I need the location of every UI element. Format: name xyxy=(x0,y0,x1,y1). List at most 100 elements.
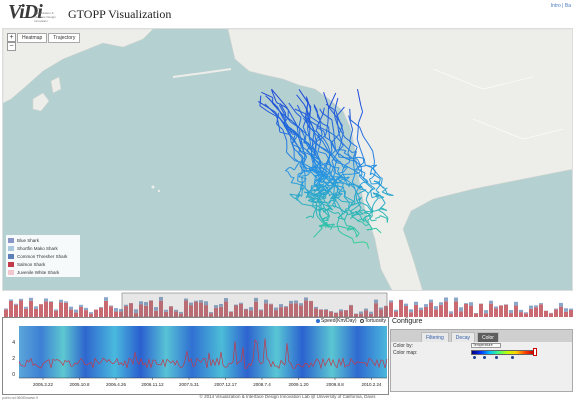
trajectory-segment xyxy=(307,109,312,117)
timeline-canvas[interactable] xyxy=(2,291,573,318)
trajectory-segment xyxy=(323,92,329,107)
timeline-bar-secondary xyxy=(514,301,518,306)
speed-toggle[interactable]: Speed(Km/Day) xyxy=(316,318,357,324)
x-tick-label: 2005.10.8 xyxy=(69,382,90,387)
color-stop-handle[interactable] xyxy=(483,356,486,359)
timeline-bar xyxy=(309,301,313,317)
trajectory-segment xyxy=(357,165,367,168)
trajectory-segment xyxy=(337,171,344,174)
timeline-bar xyxy=(429,302,433,317)
vidi-logo: ViDi Visualization & Interface Design In… xyxy=(4,1,56,24)
trajectory-segment xyxy=(367,183,374,190)
trajectory-segment xyxy=(324,204,330,208)
trajectory-segment xyxy=(321,216,327,220)
configure-box: Filtering Decay Color Color by: Temperat… xyxy=(390,329,573,392)
trajectory-segment xyxy=(378,196,384,199)
color-by-select[interactable]: Temperature xyxy=(471,343,501,348)
trajectory-segment xyxy=(331,119,335,132)
timeline-bar xyxy=(554,309,558,317)
tab-trajectory[interactable]: Trajectory xyxy=(48,33,81,43)
map-canvas[interactable] xyxy=(3,29,573,291)
timeline-bar xyxy=(89,313,93,317)
trajectory-segment xyxy=(335,136,346,146)
legend-item-salmon-shark[interactable]: Salmon Shark xyxy=(8,260,78,268)
timeline-bar xyxy=(4,309,8,317)
color-stop-handle[interactable] xyxy=(511,356,514,359)
trajectory-segment xyxy=(300,138,305,141)
timeline-bar xyxy=(19,300,23,317)
trajectory-segment xyxy=(357,191,362,195)
trajectory-segment xyxy=(338,188,343,194)
trajectory-segment xyxy=(311,169,322,177)
trajectory-segment xyxy=(306,97,312,111)
trajectory-segment xyxy=(317,227,323,234)
configure-panel: Configure Filtering Decay Color Color by… xyxy=(390,317,573,395)
intro-link[interactable]: Intro xyxy=(550,3,561,9)
x-tick-label: 2009.8.8 xyxy=(326,382,344,387)
speed-chart[interactable]: 4 2 0 2005.3.22 2005.10.8 2006.4.26 2006.11… xyxy=(3,318,390,396)
timeline-bar-secondary xyxy=(109,305,113,307)
timeline-bar xyxy=(419,309,423,317)
timeline-bar-secondary xyxy=(324,309,328,310)
trajectory-segment xyxy=(337,202,344,213)
legend-item-common-thresher-shark[interactable]: Common Thresher Shark xyxy=(8,252,78,260)
tortuosity-radio[interactable] xyxy=(359,319,364,323)
trajectory-segment xyxy=(287,171,292,178)
trajectory-segment xyxy=(371,195,377,199)
trajectory-segment xyxy=(317,151,326,155)
color-map-gradient[interactable] xyxy=(471,350,535,355)
trajectory-segment xyxy=(300,150,312,156)
color-stop-handle[interactable] xyxy=(473,356,476,359)
timeline-bar xyxy=(49,301,53,317)
trajectory-segment xyxy=(300,128,305,136)
legend-label: Shortfin Mako Shark xyxy=(17,245,58,251)
timeline-brush[interactable] xyxy=(121,292,388,318)
trajectory-segment xyxy=(332,204,341,209)
trajectory-segment xyxy=(336,106,345,117)
trajectory-segment xyxy=(363,172,366,179)
map-view[interactable]: + − Heatmap Trajectory Blue Shark Shortf… xyxy=(2,28,573,291)
timeline-bar-secondary xyxy=(24,306,28,309)
trajectory-segment xyxy=(294,108,308,115)
trajectory-segment xyxy=(337,144,342,154)
legend-item-juvenile-white-shark[interactable]: Juvenile White Shark xyxy=(8,268,78,276)
timeline-bar-secondary xyxy=(489,300,493,304)
trajectory-segment xyxy=(298,193,301,195)
ba-link[interactable]: Ba xyxy=(564,3,571,9)
trajectory-segment xyxy=(303,156,308,164)
timeline-bar-secondary xyxy=(289,300,293,304)
timeline-bar-secondary xyxy=(119,308,123,312)
color-map-end-marker[interactable] xyxy=(533,348,537,356)
timeline-bar xyxy=(364,310,368,317)
timeline-histogram[interactable] xyxy=(2,291,573,318)
legend-swatch xyxy=(8,253,14,259)
tortuosity-toggle[interactable]: Tortuosity xyxy=(359,318,386,324)
timeline-bar xyxy=(464,303,468,317)
legend-item-shortfin-mako-shark[interactable]: Shortfin Mako Shark xyxy=(8,244,78,252)
trajectory-segment xyxy=(375,216,380,219)
color-stop-handle[interactable] xyxy=(495,356,498,359)
timeline-bar xyxy=(399,300,403,317)
speed-radio[interactable] xyxy=(316,319,321,323)
trajectory-segment xyxy=(358,211,364,215)
trajectory-segment xyxy=(301,114,312,125)
timeline-bar xyxy=(289,303,293,317)
tab-heatmap[interactable]: Heatmap xyxy=(17,33,48,43)
trajectory-segment xyxy=(356,241,364,243)
trajectory-segment xyxy=(322,204,325,209)
timeline-bar xyxy=(189,305,193,317)
zoom-in-button[interactable]: + xyxy=(7,33,16,42)
timeline-bar xyxy=(414,304,418,317)
legend-swatch xyxy=(8,237,14,243)
trajectory-segment xyxy=(374,197,379,203)
legend-item-blue-shark[interactable]: Blue Shark xyxy=(8,236,78,244)
trajectory-segment xyxy=(308,137,312,145)
timeline-bar-secondary xyxy=(554,308,558,310)
trajectory-segment xyxy=(298,117,302,127)
chart-background xyxy=(19,326,387,378)
x-tick-label: 2007.12.17 xyxy=(214,382,237,387)
trajectory-segment xyxy=(320,193,327,198)
trajectory-segment xyxy=(369,177,372,180)
zoom-out-button[interactable]: − xyxy=(7,42,16,51)
trajectory-segment xyxy=(351,182,362,190)
